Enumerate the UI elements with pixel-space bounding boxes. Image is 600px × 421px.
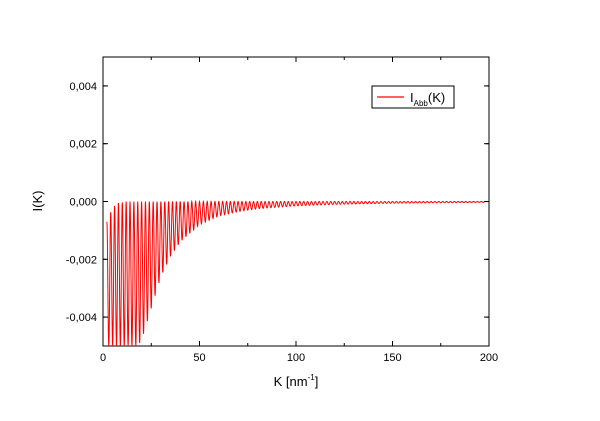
y-tick-label: -0,002 [66,254,97,266]
legend-box [371,85,455,109]
legend-label: IAbb(K) [410,90,445,108]
y-axis: -0,004 -0,002 0,000 0,002 0,004 [66,81,489,324]
x-tick-label: 150 [383,352,401,364]
y-axis-title: I(K) [30,191,45,212]
x-tick-label: 100 [287,352,305,364]
y-tick-label: 0,004 [69,81,97,93]
x-tick-label: 0 [100,352,106,364]
y-tick-label: -0,004 [66,312,97,324]
plot-area [106,199,486,347]
y-tick-label: 0,002 [69,139,97,151]
legend: IAbb(K) [371,85,455,109]
series-line-iabb [106,199,486,347]
x-tick-label: 200 [480,352,498,364]
x-axis: 0 50 100 150 200 [100,57,498,364]
y-tick-label: 0,000 [69,197,97,209]
x-axis-title: K [nm-1] [274,373,319,389]
x-tick-label: 50 [193,352,205,364]
